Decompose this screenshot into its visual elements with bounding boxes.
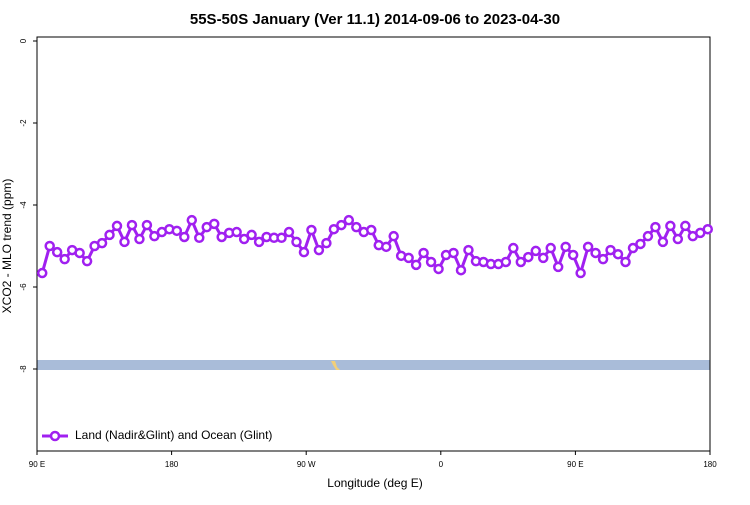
data-point bbox=[321, 237, 332, 249]
data-point bbox=[537, 252, 549, 264]
legend-label: Land (Nadir&Glint) and Ocean (Glint) bbox=[75, 428, 272, 442]
data-point bbox=[51, 246, 63, 258]
data-point bbox=[403, 252, 414, 264]
data-point bbox=[96, 237, 108, 249]
data-point bbox=[515, 256, 527, 268]
data-point bbox=[635, 238, 646, 250]
data-point bbox=[216, 231, 227, 243]
data-point bbox=[81, 255, 93, 267]
data-point bbox=[134, 233, 145, 245]
data-point bbox=[665, 220, 676, 232]
data-point bbox=[575, 267, 586, 279]
data-point bbox=[366, 224, 377, 236]
data-point bbox=[597, 253, 609, 265]
land-mark bbox=[331, 361, 340, 370]
y-tick-label: -2 bbox=[19, 119, 28, 127]
data-point bbox=[463, 244, 474, 256]
data-point bbox=[171, 225, 183, 237]
x-tick-label: 0 bbox=[439, 460, 444, 469]
data-point bbox=[702, 223, 714, 235]
data-point bbox=[410, 259, 422, 271]
legend-marker bbox=[49, 430, 61, 442]
data-point bbox=[186, 214, 198, 226]
surface-strip bbox=[37, 360, 710, 370]
data-point bbox=[530, 245, 542, 257]
x-tick-label: 90 E bbox=[29, 460, 45, 469]
data-point bbox=[380, 241, 392, 253]
data-point bbox=[208, 218, 220, 230]
data-point bbox=[545, 242, 556, 254]
y-tick-label: 0 bbox=[19, 38, 28, 43]
data-point bbox=[657, 236, 669, 248]
data-point bbox=[672, 233, 684, 245]
data-point bbox=[126, 219, 138, 231]
data-point bbox=[388, 230, 399, 242]
data-point bbox=[620, 256, 631, 268]
plot-frame bbox=[36, 36, 711, 452]
y-tick-label: -8 bbox=[19, 365, 28, 373]
data-point bbox=[194, 232, 205, 244]
data-point bbox=[418, 247, 429, 259]
data-point bbox=[104, 229, 115, 241]
data-point bbox=[627, 242, 639, 254]
x-axis-label: Longitude (deg E) bbox=[327, 476, 422, 490]
data-point bbox=[44, 240, 55, 252]
data-point bbox=[351, 221, 362, 233]
data-point bbox=[253, 236, 265, 248]
data-point bbox=[523, 251, 534, 263]
data-point bbox=[343, 214, 355, 226]
data-point bbox=[680, 220, 691, 232]
data-point bbox=[448, 247, 459, 259]
data-point bbox=[582, 241, 594, 253]
data-point bbox=[642, 230, 654, 242]
y-tick-label: -6 bbox=[19, 283, 28, 291]
data-point bbox=[306, 224, 317, 236]
data-point bbox=[298, 246, 310, 258]
data-point bbox=[119, 236, 130, 248]
data-point bbox=[283, 226, 295, 238]
data-point bbox=[149, 230, 160, 242]
data-point bbox=[179, 231, 190, 243]
data-point bbox=[336, 219, 347, 231]
data-point bbox=[141, 219, 153, 231]
data-point bbox=[231, 226, 242, 238]
data-point bbox=[552, 261, 564, 273]
data-point bbox=[650, 221, 661, 233]
data-point bbox=[560, 241, 571, 253]
x-tick-label: 90 W bbox=[297, 460, 316, 469]
chart-title: 55S-50S January (Ver 11.1) 2014-09-06 to… bbox=[190, 11, 560, 28]
y-axis-label: XCO2 - MLO trend (ppm) bbox=[0, 179, 14, 314]
y-tick-label: -4 bbox=[19, 201, 28, 209]
data-point bbox=[313, 244, 325, 256]
x-tick-label: 180 bbox=[703, 460, 717, 469]
data-point bbox=[111, 220, 123, 232]
data-point bbox=[508, 242, 519, 254]
data-point bbox=[612, 248, 624, 260]
data-point bbox=[238, 233, 250, 245]
data-point bbox=[567, 249, 579, 261]
data-point bbox=[500, 256, 512, 268]
x-tick-label: 180 bbox=[165, 460, 179, 469]
data-point bbox=[276, 232, 287, 244]
data-point bbox=[36, 267, 48, 279]
data-point bbox=[328, 223, 340, 235]
data-point bbox=[590, 247, 601, 259]
data-point bbox=[74, 247, 85, 259]
data-point bbox=[425, 256, 437, 268]
x-tick-label: 90 E bbox=[567, 460, 583, 469]
data-point bbox=[246, 229, 257, 241]
data-point bbox=[59, 253, 70, 265]
data-point bbox=[605, 244, 616, 256]
data-point bbox=[291, 236, 302, 248]
data-point bbox=[433, 263, 444, 275]
data-point bbox=[455, 264, 467, 276]
